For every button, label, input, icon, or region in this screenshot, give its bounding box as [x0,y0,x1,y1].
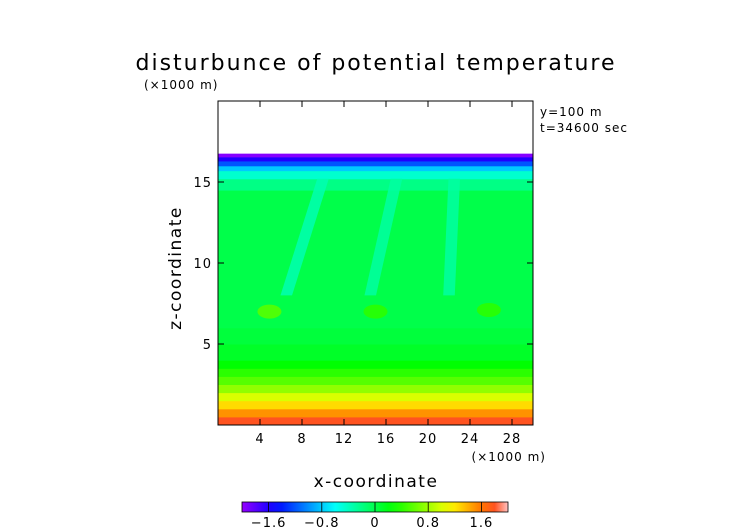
field-band [218,384,533,394]
colorbar-tick-label: 1.6 [470,516,494,531]
x-tick-label: 16 [377,432,396,447]
field-band [218,376,533,385]
colorbar-tick-label: −1.6 [251,516,287,531]
x-axis-label: x-coordinate [314,472,439,492]
x-tick-label: 24 [461,432,480,447]
x-tick-label: 8 [297,432,306,447]
warm-spot [257,304,282,319]
plot-field [218,153,533,426]
colorbar-tick-label: −0.8 [304,516,340,531]
field-band [218,170,533,180]
field-band [218,392,533,402]
axis-ticks: 4 8 12 16 20 24 28 5 10 15 [193,101,533,447]
field-band [218,360,533,369]
x-tick-label: 20 [419,432,438,447]
annotation-y: y=100 m [540,105,603,119]
field-band [218,400,533,410]
x-tick-label: 4 [255,432,264,447]
field-band [218,156,533,162]
x-tick-label: 28 [503,432,522,447]
colorbar-tick-label: 0.8 [416,516,440,531]
y-unit-label: (×1000 m) [144,78,218,92]
field-band [218,416,533,426]
x-unit-label: (×1000 m) [472,450,546,464]
y-tick-label: 5 [203,338,212,353]
colorbar-ticks: −1.6 −0.8 0 0.8 1.6 [251,502,494,531]
warm-spot [363,304,388,319]
cold-plume [443,178,461,296]
colorbar-tick-label: 0 [370,516,379,531]
y-tick-label: 15 [193,176,212,191]
cold-plume [364,178,403,296]
field-band [218,327,533,345]
field-band [218,368,533,377]
chart-title: disturbunce of potential temperature [136,51,617,76]
field-band [218,160,533,167]
field-band [218,165,533,172]
x-tick-label: 12 [335,432,354,447]
field-band [218,178,533,191]
annotation-time: t=34600 sec [540,121,628,135]
warm-spot [476,302,501,317]
cold-plume [280,178,329,296]
y-axis-label: z-coordinate [166,206,186,330]
field-band [218,408,533,418]
field-band [218,153,533,158]
field-band [218,344,533,361]
y-tick-label: 10 [193,257,212,272]
